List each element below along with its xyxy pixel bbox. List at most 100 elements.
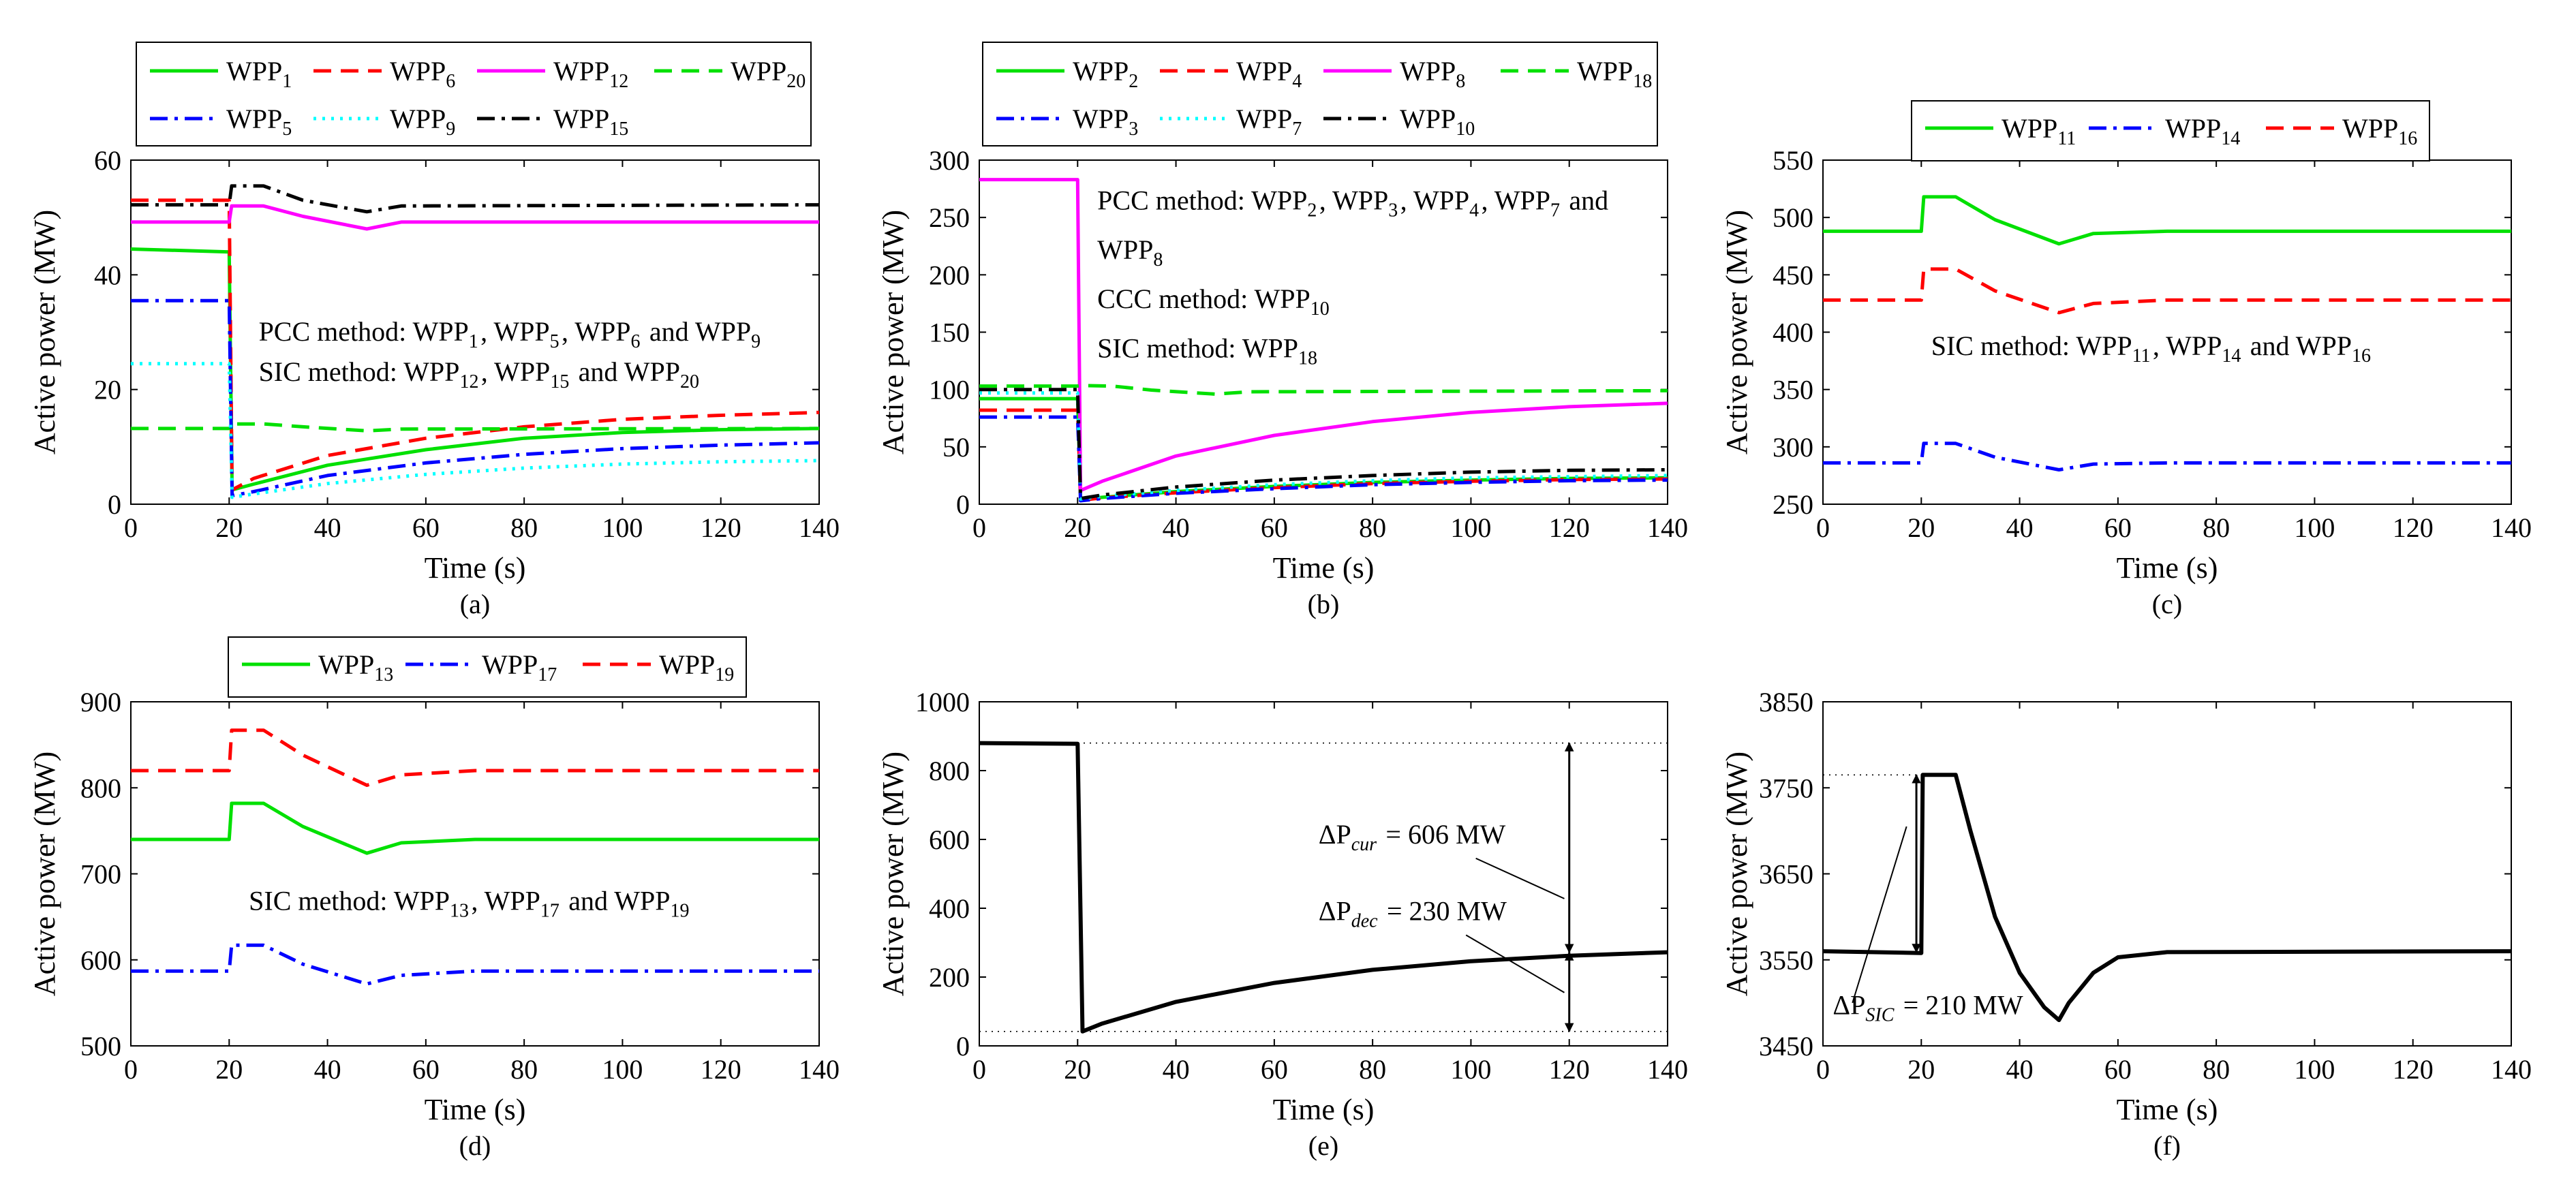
y-tick-label: 20 xyxy=(94,375,121,405)
y-tick-label: 800 xyxy=(80,773,121,803)
annotation-e2: ΔPdec = 230 MW xyxy=(1319,896,1507,932)
x-tick-label: 100 xyxy=(2294,1054,2335,1085)
legend-label-wpp7: WPP7 xyxy=(1236,104,1304,140)
x-tick-label: 140 xyxy=(2491,1054,2532,1085)
caption: (e) xyxy=(1308,1130,1338,1161)
x-tick-label: 100 xyxy=(602,1054,643,1085)
y-tick-label: 3750 xyxy=(1759,773,1813,803)
caption: (a) xyxy=(460,589,490,619)
x-axis-label: Time (s) xyxy=(2117,551,2218,585)
y-tick-label: 0 xyxy=(956,1031,970,1062)
legend-label-wpp8: WPP8 xyxy=(1400,56,1468,92)
x-tick-label: 60 xyxy=(412,512,440,543)
series-line-wpp13 xyxy=(131,801,819,855)
legend-label-wpp12: WPP12 xyxy=(553,56,631,92)
x-tick-label: 0 xyxy=(124,512,138,543)
annotation-a1: PCC method: WPP1 , WPP5 , WPP6 and WPP9 xyxy=(259,316,763,352)
annotation-d1: SIC method: WPP13 , WPP17 and WPP19 xyxy=(249,886,692,922)
plot-area xyxy=(1822,701,2512,1047)
annotation-pointer xyxy=(1465,934,1565,993)
y-tick-label: 0 xyxy=(108,489,121,520)
plot-area xyxy=(979,159,1668,505)
x-axis-label: Time (s) xyxy=(2117,1093,2218,1126)
x-tick-label: 120 xyxy=(2393,512,2434,543)
x-tick-label: 0 xyxy=(124,1054,138,1085)
y-axis-label: Active power (MW) xyxy=(1720,210,1753,454)
chart-e: 0 20 40 60 80 100 120 140 0 200 400 600 800 1000 Time … xyxy=(876,687,1688,1161)
legend-label-wpp1: WPP1 xyxy=(226,56,294,92)
x-tick-label: 120 xyxy=(1549,512,1590,543)
x-tick-label: 80 xyxy=(1359,512,1386,543)
legend: WPP13 WPP17 WPP19 xyxy=(228,636,747,698)
x-tick-label: 100 xyxy=(2294,512,2335,543)
chart-b: 0 20 40 60 80 100 120 140 0 50 100 150 200 250 300 Time… xyxy=(876,145,1688,619)
x-tick-label: 20 xyxy=(1064,1054,1091,1085)
x-tick-label: 40 xyxy=(314,512,341,543)
series-line-wpp19 xyxy=(131,728,819,787)
caption: (c) xyxy=(2152,589,2182,619)
y-tick-label: 50 xyxy=(942,432,970,463)
annotation-e1: ΔPcur = 606 MW xyxy=(1319,819,1506,855)
x-axis-label: Time (s) xyxy=(425,551,526,585)
legend-label-wpp11: WPP11 xyxy=(2002,113,2079,149)
annotation-f1: ΔPSIC = 210 MW xyxy=(1833,989,2023,1025)
series-line-wpp17 xyxy=(131,943,819,986)
annotation-a2: SIC method: WPP12 , WPP15 and WPP20 xyxy=(259,356,702,392)
x-tick-label: 140 xyxy=(1647,1054,1688,1085)
series-line-wpp12 xyxy=(131,204,819,231)
chart-f: 0 20 40 60 80 100 120 140 3450 3550 3650 3750 3850 Ti… xyxy=(1720,687,2532,1161)
x-tick-label: 0 xyxy=(1816,512,1830,543)
series-line-total xyxy=(979,741,1668,1034)
legend-label-wpp9: WPP9 xyxy=(390,104,458,140)
series-line-wpp18 xyxy=(979,384,1668,396)
x-tick-label: 0 xyxy=(972,512,986,543)
series-line-wpp10 xyxy=(979,388,1668,501)
x-axis-label: Time (s) xyxy=(425,1093,526,1126)
y-tick-label: 900 xyxy=(80,687,121,717)
legend-box xyxy=(136,42,812,146)
y-tick-label: 600 xyxy=(80,945,121,976)
legend-label-wpp14: WPP14 xyxy=(2165,113,2243,149)
x-tick-label: 60 xyxy=(412,1054,440,1085)
caption: (d) xyxy=(459,1130,491,1161)
x-tick-label: 20 xyxy=(1907,512,1935,543)
series-line-wpp5 xyxy=(131,298,820,497)
x-tick-label: 60 xyxy=(2104,1054,2132,1085)
legend-box xyxy=(1911,100,2430,161)
x-tick-label: 20 xyxy=(215,512,243,543)
y-tick-label: 200 xyxy=(929,962,970,993)
x-tick-label: 140 xyxy=(2491,512,2532,543)
y-tick-label: 400 xyxy=(1773,318,1813,348)
x-tick-label: 120 xyxy=(701,512,741,543)
y-tick-label: 250 xyxy=(1773,489,1813,520)
annotation-pointer xyxy=(1852,826,1907,1004)
legend-label-wpp10: WPP10 xyxy=(1400,104,1477,140)
y-tick-label: 0 xyxy=(956,489,970,520)
y-tick-label: 1000 xyxy=(915,687,970,717)
x-tick-label: 100 xyxy=(1450,1054,1491,1085)
x-tick-label: 20 xyxy=(215,1054,243,1085)
x-tick-label: 80 xyxy=(510,1054,538,1085)
legend-label-wpp3: WPP3 xyxy=(1073,104,1141,140)
x-tick-label: 0 xyxy=(972,1054,986,1085)
annotation-b2: WPP8 xyxy=(1097,234,1165,270)
y-tick-label: 150 xyxy=(929,318,970,348)
legend-label-wpp2: WPP2 xyxy=(1073,56,1141,92)
x-tick-label: 0 xyxy=(1816,1054,1830,1085)
series-line-wpp3 xyxy=(979,415,1668,503)
y-axis-label: Active power (MW) xyxy=(876,210,910,454)
x-tick-label: 40 xyxy=(1163,512,1190,543)
annotation-c1: SIC method: WPP11 , WPP14 and WPP16 xyxy=(1931,330,2374,367)
y-tick-label: 40 xyxy=(94,260,121,290)
y-tick-label: 250 xyxy=(929,202,970,233)
y-tick-label: 600 xyxy=(929,824,970,855)
series-line-wpp8 xyxy=(979,178,1668,493)
caption: (f) xyxy=(2153,1130,2181,1161)
x-tick-label: 80 xyxy=(2203,1054,2230,1085)
x-tick-label: 100 xyxy=(602,512,643,543)
y-tick-label: 450 xyxy=(1773,260,1813,290)
annotation-pointer xyxy=(1475,857,1565,899)
plot-area xyxy=(979,701,1668,1047)
legend: WPP11 WPP14 WPP16 xyxy=(1911,100,2430,161)
